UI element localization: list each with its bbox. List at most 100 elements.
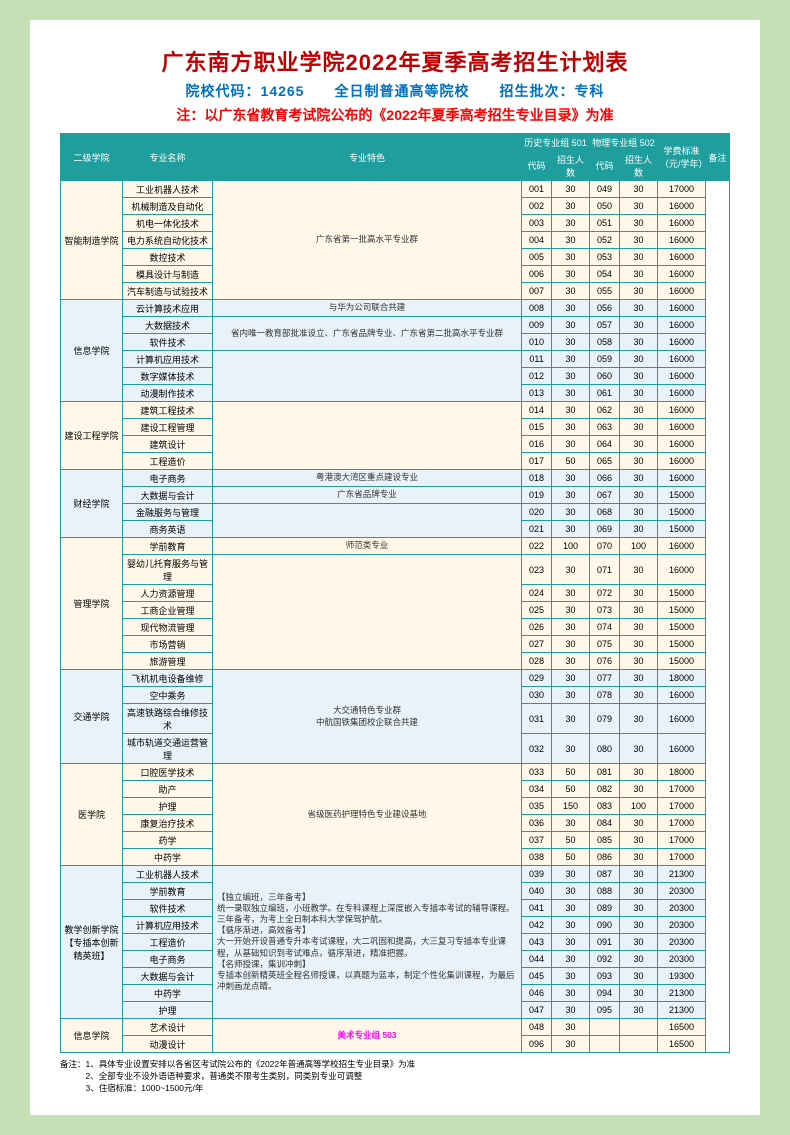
data-cell: 089 — [590, 900, 620, 917]
major-cell: 建筑设计 — [123, 436, 213, 453]
data-cell: 050 — [590, 198, 620, 215]
major-cell: 软件技术 — [123, 334, 213, 351]
major-cell: 城市轨道交通运营管理 — [123, 734, 213, 764]
table-row: 信息学院艺术设计美术专业组 5030483016500 — [61, 1019, 730, 1036]
major-cell: 数字媒体技术 — [123, 368, 213, 385]
data-cell: 17000 — [658, 849, 706, 866]
major-cell: 助产 — [123, 781, 213, 798]
data-cell: 078 — [590, 687, 620, 704]
data-cell: 30 — [620, 487, 658, 504]
data-cell: 032 — [522, 734, 552, 764]
data-cell: 19300 — [658, 968, 706, 985]
data-cell: 16000 — [658, 687, 706, 704]
data-cell: 031 — [522, 704, 552, 734]
th-phys: 物理专业组 502 — [590, 134, 658, 151]
data-cell: 30 — [552, 249, 590, 266]
data-cell: 30 — [552, 317, 590, 334]
data-cell: 30 — [552, 555, 590, 585]
data-cell: 096 — [522, 1036, 552, 1053]
major-cell: 高速铁路综合维修技术 — [123, 704, 213, 734]
data-cell: 16000 — [658, 215, 706, 232]
data-cell: 036 — [522, 815, 552, 832]
data-cell: 30 — [552, 1019, 590, 1036]
data-cell: 011 — [522, 351, 552, 368]
th-remark: 备注 — [706, 134, 730, 181]
data-cell: 025 — [522, 602, 552, 619]
major-cell: 工程造价 — [123, 934, 213, 951]
data-cell: 30 — [620, 917, 658, 934]
data-cell: 30 — [620, 968, 658, 985]
college-cell: 管理学院 — [61, 538, 123, 670]
major-cell: 金融服务与管理 — [123, 504, 213, 521]
data-cell: 100 — [552, 538, 590, 555]
data-cell: 048 — [522, 1019, 552, 1036]
major-cell: 动漫设计 — [123, 1036, 213, 1053]
major-cell: 大数据技术 — [123, 317, 213, 334]
college-cell: 医学院 — [61, 764, 123, 866]
data-cell: 30 — [552, 602, 590, 619]
major-cell: 云计算技术应用 — [123, 300, 213, 317]
major-cell: 人力资源管理 — [123, 585, 213, 602]
data-cell: 064 — [590, 436, 620, 453]
data-cell: 076 — [590, 653, 620, 670]
data-cell: 067 — [590, 487, 620, 504]
data-cell: 037 — [522, 832, 552, 849]
feature-cell: 师范类专业 — [213, 538, 522, 555]
table-row: 计算机应用技术011300593016000 — [61, 351, 730, 368]
data-cell: 16500 — [658, 1036, 706, 1053]
data-cell: 30 — [620, 849, 658, 866]
data-cell: 16000 — [658, 368, 706, 385]
data-cell: 17000 — [658, 815, 706, 832]
th-college: 二级学院 — [61, 134, 123, 181]
th-quota1: 招生人数 — [552, 151, 590, 181]
data-cell: 30 — [552, 351, 590, 368]
data-cell: 30 — [620, 951, 658, 968]
feature-cell: 与华为公司联合共建 — [213, 300, 522, 317]
data-cell: 30 — [552, 900, 590, 917]
major-cell: 工商企业管理 — [123, 602, 213, 619]
data-cell: 30 — [620, 351, 658, 368]
feature-cell — [213, 555, 522, 670]
data-cell: 50 — [552, 453, 590, 470]
major-cell: 婴幼儿托育服务与管理 — [123, 555, 213, 585]
enrollment-table: 二级学院 专业名称 专业特色 历史专业组 501 物理专业组 502 学费标准（… — [60, 133, 730, 1053]
data-cell — [620, 1036, 658, 1053]
data-cell: 075 — [590, 636, 620, 653]
data-cell: 016 — [522, 436, 552, 453]
data-cell: 16000 — [658, 385, 706, 402]
data-cell: 079 — [590, 704, 620, 734]
major-cell: 口腔医学技术 — [123, 764, 213, 781]
data-cell: 015 — [522, 419, 552, 436]
th-fee: 学费标准（元/学年） — [658, 134, 706, 181]
data-cell: 30 — [620, 470, 658, 487]
major-cell: 建设工程管理 — [123, 419, 213, 436]
data-cell: 16000 — [658, 232, 706, 249]
data-cell: 16000 — [658, 317, 706, 334]
data-cell: 50 — [552, 764, 590, 781]
data-cell: 044 — [522, 951, 552, 968]
major-cell: 汽车制造与试验技术 — [123, 283, 213, 300]
data-cell — [590, 1036, 620, 1053]
data-cell: 063 — [590, 419, 620, 436]
data-cell: 077 — [590, 670, 620, 687]
data-cell: 30 — [620, 300, 658, 317]
data-cell: 023 — [522, 555, 552, 585]
data-cell: 100 — [620, 538, 658, 555]
th-major: 专业名称 — [123, 134, 213, 181]
th-code2: 代码 — [590, 151, 620, 181]
data-cell — [620, 1019, 658, 1036]
data-cell: 013 — [522, 385, 552, 402]
data-cell: 30 — [552, 181, 590, 198]
th-hist: 历史专业组 501 — [522, 134, 590, 151]
data-cell: 30 — [620, 934, 658, 951]
data-cell: 087 — [590, 866, 620, 883]
feature-cell: 【独立编班，三年备考】 统一录取独立编班，小班教学。在专科课程上深度嵌入专插本考… — [213, 866, 522, 1019]
data-cell: 30 — [620, 232, 658, 249]
college-cell: 交通学院 — [61, 670, 123, 764]
data-cell: 30 — [620, 385, 658, 402]
data-cell: 30 — [552, 1002, 590, 1019]
feature-cell: 省内唯一教育部批准设立、广东省品牌专业、广东省第二批高水平专业群 — [213, 317, 522, 351]
data-cell: 20300 — [658, 917, 706, 934]
data-cell: 081 — [590, 764, 620, 781]
data-cell: 16500 — [658, 1019, 706, 1036]
